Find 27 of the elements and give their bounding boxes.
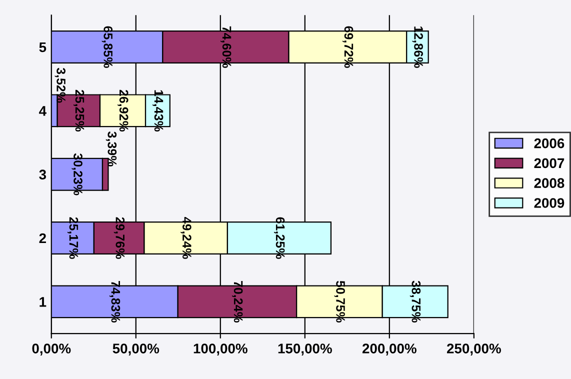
data-label: 74,60%: [220, 26, 232, 68]
y-tick-label: 5: [39, 42, 46, 52]
data-label: 14,43%: [152, 90, 164, 132]
x-tick-label: 250,00%: [447, 344, 501, 356]
y-tick-label: 3: [39, 170, 46, 180]
x-tick-label: 50,00%: [112, 344, 160, 356]
data-label: 50,75%: [334, 280, 345, 323]
x-tick-label: 0,00%: [32, 344, 71, 356]
legend-label: 2008: [534, 178, 564, 188]
data-label: 70,24%: [232, 281, 243, 323]
data-label: 3,52%: [54, 68, 66, 103]
data-label: 26,92%: [118, 90, 128, 132]
data-label: 12,86%: [412, 26, 423, 68]
x-tick-label: 150,00%: [278, 344, 332, 356]
y-tick-label: 2: [39, 233, 46, 244]
data-label: 3,39%: [106, 132, 117, 166]
data-label: 74,83%: [109, 281, 120, 323]
y-tick-label: 4: [39, 106, 46, 116]
legend-label: 2009: [534, 198, 564, 208]
data-label: 25,25%: [74, 90, 84, 132]
data-label: 30,23%: [72, 153, 82, 196]
x-tick-label: 100,00%: [194, 344, 248, 356]
y-tick-label: 1: [40, 297, 46, 307]
data-label: 38,75%: [410, 280, 421, 323]
legend-label: 2006: [534, 138, 564, 148]
legend-label: 2007: [534, 158, 564, 168]
x-tick-label: 200,00%: [362, 344, 416, 356]
